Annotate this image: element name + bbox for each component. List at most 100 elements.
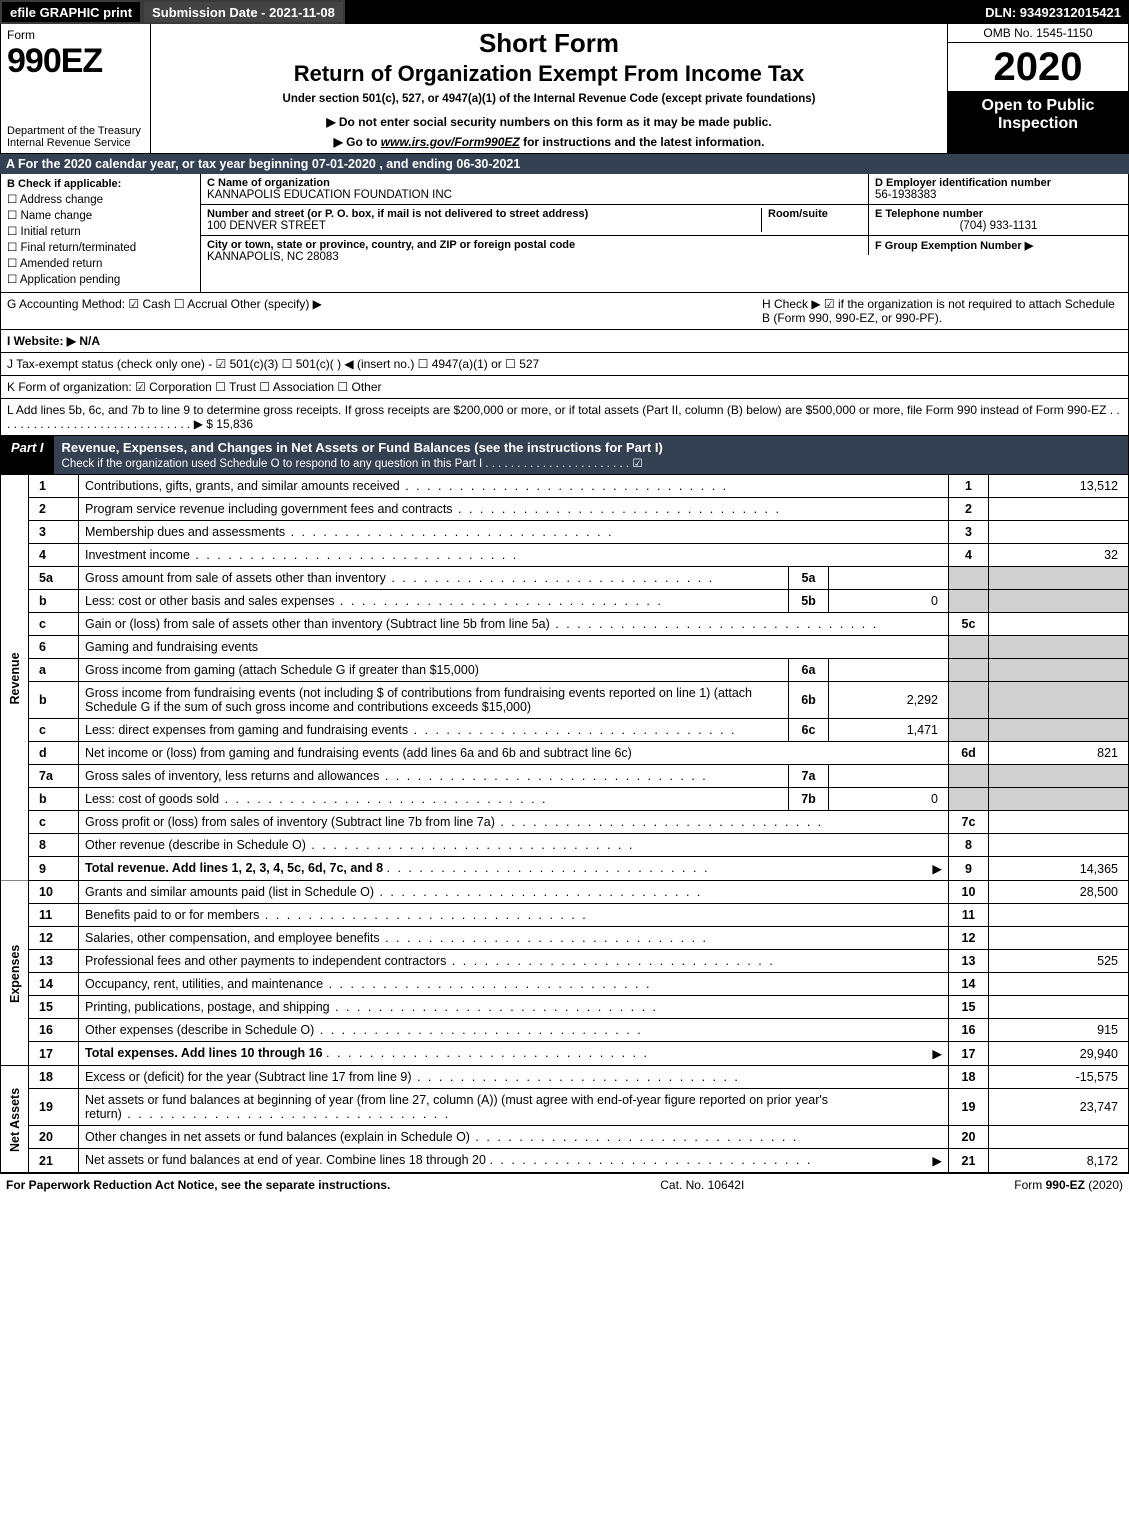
l7b-ref <box>949 788 989 811</box>
l14-ref: 14 <box>949 973 989 996</box>
l7a-num: 7a <box>29 765 79 788</box>
l21-arrow: ▶ <box>932 1153 942 1168</box>
revenue-side-label: Revenue <box>1 475 29 881</box>
line-10: Expenses 10 Grants and similar amounts p… <box>1 881 1129 904</box>
l6a-num: a <box>29 659 79 682</box>
l6b-amt <box>989 682 1129 719</box>
l16-ref: 16 <box>949 1019 989 1042</box>
address-row: Number and street (or P. O. box, if mail… <box>201 205 868 236</box>
addr-label: Number and street (or P. O. box, if mail… <box>207 208 588 220</box>
part1-title-text: Revenue, Expenses, and Changes in Net As… <box>62 440 663 455</box>
l5b-amt <box>989 590 1129 613</box>
l13-num: 13 <box>29 950 79 973</box>
l5c-num: c <box>29 613 79 636</box>
header-mid: Short Form Return of Organization Exempt… <box>151 24 948 153</box>
line-8: 8 Other revenue (describe in Schedule O)… <box>1 834 1129 857</box>
l17-arrow: ▶ <box>932 1046 942 1061</box>
l3-ref: 3 <box>949 521 989 544</box>
form-of-organization: K Form of organization: ☑ Corporation ☐ … <box>7 380 382 394</box>
l7c-amt <box>989 811 1129 834</box>
l5b-ref <box>949 590 989 613</box>
tax-exempt-status: J Tax-exempt status (check only one) - ☑… <box>7 357 539 371</box>
l11-ref: 11 <box>949 904 989 927</box>
l3-amt <box>989 521 1129 544</box>
l7b-subamt: 0 <box>829 788 949 811</box>
l6a-desc: Gross income from gaming (attach Schedul… <box>85 663 479 677</box>
header-left: Form 990EZ Department of the Treasury In… <box>1 24 151 153</box>
open-to-public: Open to Public Inspection <box>948 91 1128 153</box>
l7a-sub: 7a <box>789 765 829 788</box>
l6a-amt <box>989 659 1129 682</box>
l17-ref: 17 <box>949 1042 989 1066</box>
chk-final-return[interactable]: Final return/terminated <box>7 240 194 254</box>
irs-link[interactable]: www.irs.gov/Form990EZ <box>381 135 520 149</box>
chk-application-pending[interactable]: Application pending <box>7 272 194 286</box>
line-6a: a Gross income from gaming (attach Sched… <box>1 659 1129 682</box>
l6d-desc: Net income or (loss) from gaming and fun… <box>85 746 632 760</box>
goto-post: for instructions and the latest informat… <box>520 135 765 149</box>
l18-ref: 18 <box>949 1066 989 1089</box>
chk-address-change[interactable]: Address change <box>7 192 194 206</box>
submission-date-button[interactable]: Submission Date - 2021-11-08 <box>142 0 345 24</box>
l7b-desc: Less: cost of goods sold <box>85 792 547 806</box>
l19-desc: Net assets or fund balances at beginning… <box>85 1093 828 1121</box>
l21-num: 21 <box>29 1149 79 1173</box>
chk-initial-return[interactable]: Initial return <box>7 224 194 238</box>
l7c-desc: Gross profit or (loss) from sales of inv… <box>85 815 823 829</box>
l13-amt: 525 <box>989 950 1129 973</box>
l4-desc: Investment income <box>85 548 518 562</box>
city-label: City or town, state or province, country… <box>207 239 575 251</box>
l6c-subamt: 1,471 <box>829 719 949 742</box>
line-16: 16 Other expenses (describe in Schedule … <box>1 1019 1129 1042</box>
l16-amt: 915 <box>989 1019 1129 1042</box>
line-5c: c Gain or (loss) from sale of assets oth… <box>1 613 1129 636</box>
l12-desc: Salaries, other compensation, and employ… <box>85 931 708 945</box>
line-21: 21 Net assets or fund balances at end of… <box>1 1149 1129 1173</box>
l5a-sub: 5a <box>789 567 829 590</box>
l9-num: 9 <box>29 857 79 881</box>
l5a-amt <box>989 567 1129 590</box>
l21-ref: 21 <box>949 1149 989 1173</box>
l7c-ref: 7c <box>949 811 989 834</box>
l15-amt <box>989 996 1129 1019</box>
l1-amt: 13,512 <box>989 475 1129 498</box>
line-2: 2 Program service revenue including gove… <box>1 498 1129 521</box>
efile-print-button[interactable]: efile GRAPHIC print <box>0 0 142 24</box>
l20-amt <box>989 1126 1129 1149</box>
l12-ref: 12 <box>949 927 989 950</box>
goto-pre: ▶ Go to <box>334 135 381 149</box>
dept-treasury: Department of the Treasury <box>7 125 141 137</box>
l6-amt <box>989 636 1129 659</box>
part1-title: Revenue, Expenses, and Changes in Net As… <box>54 436 1128 474</box>
l13-ref: 13 <box>949 950 989 973</box>
l15-desc: Printing, publications, postage, and shi… <box>85 1000 658 1014</box>
f-label: F Group Exemption Number ▶ <box>875 240 1033 252</box>
chk-amended-return[interactable]: Amended return <box>7 256 194 270</box>
l10-num: 10 <box>29 881 79 904</box>
l1-num: 1 <box>29 475 79 498</box>
l21-amt: 8,172 <box>989 1149 1129 1173</box>
l3-num: 3 <box>29 521 79 544</box>
d-label: D Employer identification number <box>875 177 1051 189</box>
tax-exempt-row: J Tax-exempt status (check only one) - ☑… <box>0 353 1129 376</box>
l6c-desc: Less: direct expenses from gaming and fu… <box>85 723 736 737</box>
chk-name-change[interactable]: Name change <box>7 208 194 222</box>
l8-amt <box>989 834 1129 857</box>
l10-desc: Grants and similar amounts paid (list in… <box>85 885 702 899</box>
line-14: 14 Occupancy, rent, utilities, and maint… <box>1 973 1129 996</box>
phone-value: (704) 933-1131 <box>875 220 1122 232</box>
form-word: Form <box>7 28 144 42</box>
department-label: Department of the Treasury Internal Reve… <box>7 125 144 149</box>
l6d-num: d <box>29 742 79 765</box>
l5a-subamt <box>829 567 949 590</box>
l13-desc: Professional fees and other payments to … <box>85 954 775 968</box>
l6b-sub: 6b <box>789 682 829 719</box>
l6a-subamt <box>829 659 949 682</box>
cat-no: Cat. No. 10642I <box>660 1178 744 1192</box>
l4-ref: 4 <box>949 544 989 567</box>
box-b: B Check if applicable: Address change Na… <box>1 174 201 292</box>
l21-desc: Net assets or fund balances at end of ye… <box>85 1153 486 1167</box>
l18-num: 18 <box>29 1066 79 1089</box>
org-name-cell: C Name of organization KANNAPOLIS EDUCAT… <box>201 174 868 205</box>
l20-num: 20 <box>29 1126 79 1149</box>
